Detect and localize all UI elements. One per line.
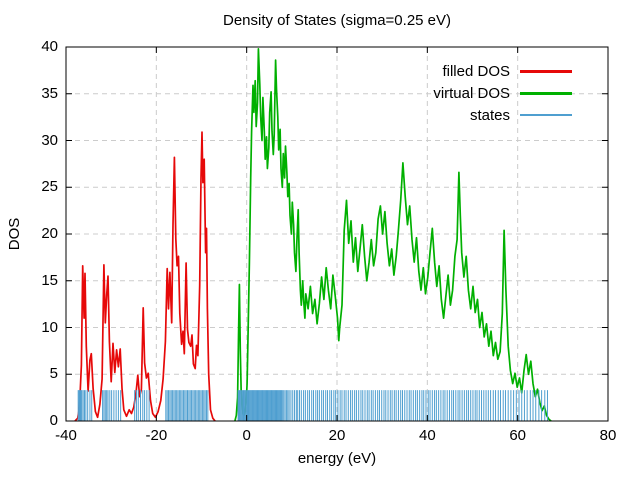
x-tick-label: 80 [599,427,617,444]
legend-label: filled DOS [442,62,510,80]
chart-title: Density of States (sigma=0.25 eV) [222,12,452,29]
x-tick-label: 40 [418,427,436,444]
virtual-DOS-curve [234,48,552,422]
y-tick-label: 15 [41,271,58,289]
legend: filled DOS virtual DOS states [433,60,572,126]
legend-label: virtual DOS [433,84,510,102]
y-tick-label: 25 [41,178,58,196]
legend-line-sample [520,91,572,95]
y-tick-label: 20 [41,225,58,242]
legend-item: filled DOS [442,60,572,82]
y-tick-label: 30 [41,131,58,149]
y-tick-label: 0 [49,412,58,429]
x-tick-label: 20 [328,427,346,444]
x-tick-label: 60 [509,427,526,444]
y-tick-label: 5 [49,365,58,383]
filled-DOS-curve [74,131,216,422]
legend-line-sample [520,69,572,73]
x-tick-label: -40 [55,427,77,444]
x-tick-label: -20 [145,427,168,444]
legend-label: states [469,106,510,124]
y-tick-label: 35 [41,84,58,102]
legend-line-sample [520,114,572,116]
legend-item: virtual DOS [433,82,572,104]
y-tick-label: 10 [41,318,58,336]
x-tick-label: 0 [242,427,251,444]
x-axis-label: energy (eV) [297,450,377,467]
y-tick-label: 40 [41,38,58,55]
legend-item: states [470,104,572,126]
